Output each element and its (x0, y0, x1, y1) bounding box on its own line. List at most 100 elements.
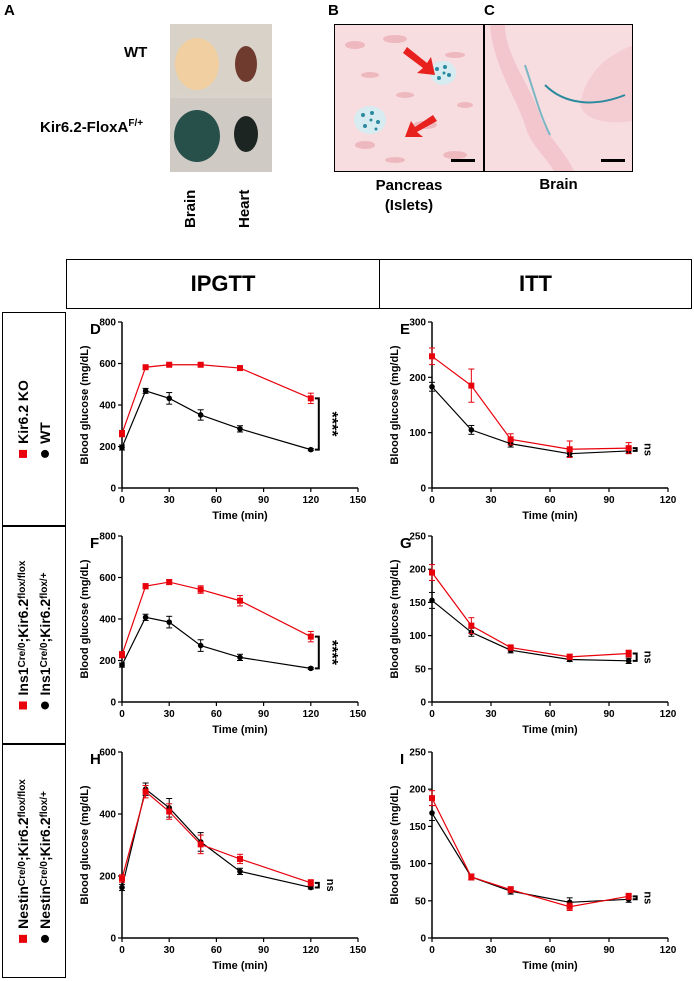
control-series-line (121, 616, 311, 669)
y-tick-label: 0 (110, 484, 116, 495)
y-tick-label: 150 (409, 822, 426, 833)
x-tick-label: 120 (660, 495, 677, 506)
y-axis-label: Blood glucose (mg/dL) (79, 559, 91, 678)
wt-heart-image (235, 46, 257, 82)
photo-frame (170, 24, 272, 172)
ko-point (507, 644, 514, 651)
hippocampus-stain (544, 84, 626, 104)
legend-1-control: Kir6.2 KO (12, 380, 34, 458)
y-tick-label: 800 (99, 532, 116, 543)
chart-d-ipgtt-wt: D 0 30 60 90 120 150 0 200 400 600 800 Time (min) Blo… (79, 318, 367, 523)
ko-point (142, 583, 149, 590)
mutant-label-sup: F/+ (128, 118, 144, 129)
ko-point (625, 893, 632, 900)
y-tick-label: 200 (409, 373, 426, 384)
ko-point (429, 353, 435, 360)
mutant-label: Kir6.2-FloxAF/+ (40, 118, 143, 136)
ko-point (166, 361, 173, 368)
ko-point (142, 788, 149, 795)
x-tick-label: 150 (350, 709, 367, 720)
pancreas-caption-line2: (Islets) (384, 197, 434, 214)
x-tick-label: 30 (485, 495, 497, 506)
ipgtt-header: IPGTT (66, 259, 380, 309)
x-tick-label: 30 (164, 945, 176, 956)
y-tick-label: 0 (420, 484, 426, 495)
legend-2-ko: Ins1 Cre/0 ;Kir6.2 flox/flox (12, 561, 34, 710)
ko-point (566, 446, 573, 453)
legend-3-ko: Nestin Cre/0 ;Kir6.2 flox/flox (12, 779, 34, 943)
ko-point (237, 365, 243, 372)
legend-1-wt-text: WT (37, 422, 53, 444)
itt-header: ITT (379, 259, 692, 309)
x-tick-label: 0 (119, 495, 125, 506)
ko-series-line (431, 355, 629, 450)
legend-3-control-mid: ;Kir6.2 (37, 817, 53, 862)
ko-point (166, 808, 173, 815)
control-point (237, 654, 243, 661)
ko-point (468, 382, 475, 389)
y-tick-label: 200 (99, 872, 116, 883)
legend-2-control: Ins1 Cre/0 ;Kir6.2 flox/+ (34, 561, 56, 710)
pancreas-caption-line1: Pancreas (375, 177, 443, 194)
legend-2-ko-base: Ins1 (15, 667, 31, 696)
heart-column-label: Heart (236, 189, 253, 228)
y-tick-label: 100 (409, 428, 426, 439)
significance-bracket (314, 881, 320, 889)
panel-letter-i: I (400, 751, 404, 768)
ko-point (307, 395, 314, 402)
significance-label: ns (642, 651, 654, 664)
control-marker-icon (41, 934, 49, 943)
y-tick-label: 300 (409, 318, 426, 329)
ko-point (625, 650, 632, 657)
ko-marker-icon (19, 449, 27, 458)
islet-lower-stain (361, 111, 380, 131)
ko-marker-icon (19, 934, 27, 943)
legend-2-ko-s2: flox/flox (17, 560, 28, 599)
control-series-line (431, 386, 629, 455)
y-tick-label: 400 (99, 810, 116, 821)
control-point (119, 444, 125, 451)
wt-brain-image (175, 38, 219, 90)
x-tick-label: 90 (603, 945, 615, 956)
ko-series-line (121, 581, 312, 655)
x-tick-label: 30 (485, 709, 497, 720)
y-tick-label: 0 (110, 698, 116, 709)
panel-letter-e: E (400, 321, 410, 338)
cortex-stain (524, 64, 551, 136)
x-tick-label: 60 (211, 945, 223, 956)
x-tick-label: 150 (350, 495, 367, 506)
legend-3-content: Nestin Cre/0 ;Kir6.2 flox/flox Nestin Cre/0;… (12, 779, 56, 943)
y-axis-label: Blood glucose (mg/dL) (79, 345, 91, 464)
y-tick-label: 400 (99, 401, 116, 412)
legend-3-ko-base: Nestin (15, 886, 31, 929)
control-point (119, 884, 125, 891)
significance-label: ns (642, 443, 654, 456)
ko-point (197, 586, 204, 593)
x-axis-label: Time (min) (212, 510, 268, 522)
x-tick-label: 0 (119, 945, 125, 956)
ko-series-line (121, 790, 311, 884)
control-point (429, 810, 435, 816)
x-tick-label: 120 (302, 495, 319, 506)
x-tick-label: 60 (211, 709, 223, 720)
brain-column-label: Brain (182, 189, 199, 228)
control-point (625, 658, 632, 664)
control-point (237, 868, 243, 875)
significance-label: **** (323, 412, 340, 438)
legend-2-control-s2: flox/+ (39, 572, 50, 599)
x-tick-label: 90 (258, 945, 270, 956)
control-point (142, 388, 149, 394)
mutant-label-base: Kir6.2-FloxA (40, 119, 129, 136)
x-tick-label: 0 (429, 945, 435, 956)
panel-letter-d: D (90, 321, 101, 338)
y-tick-label: 600 (99, 748, 116, 759)
panel-letter-b: B (328, 2, 339, 19)
islet-upper-stain (435, 65, 451, 80)
x-tick-label: 30 (164, 709, 176, 720)
control-point (308, 446, 314, 453)
ko-marker-icon (19, 701, 27, 710)
panel-letter-a: A (4, 2, 15, 19)
y-tick-label: 50 (415, 896, 427, 907)
x-tick-label: 60 (544, 495, 556, 506)
legend-3-ko-s2: flox/flox (17, 779, 28, 818)
